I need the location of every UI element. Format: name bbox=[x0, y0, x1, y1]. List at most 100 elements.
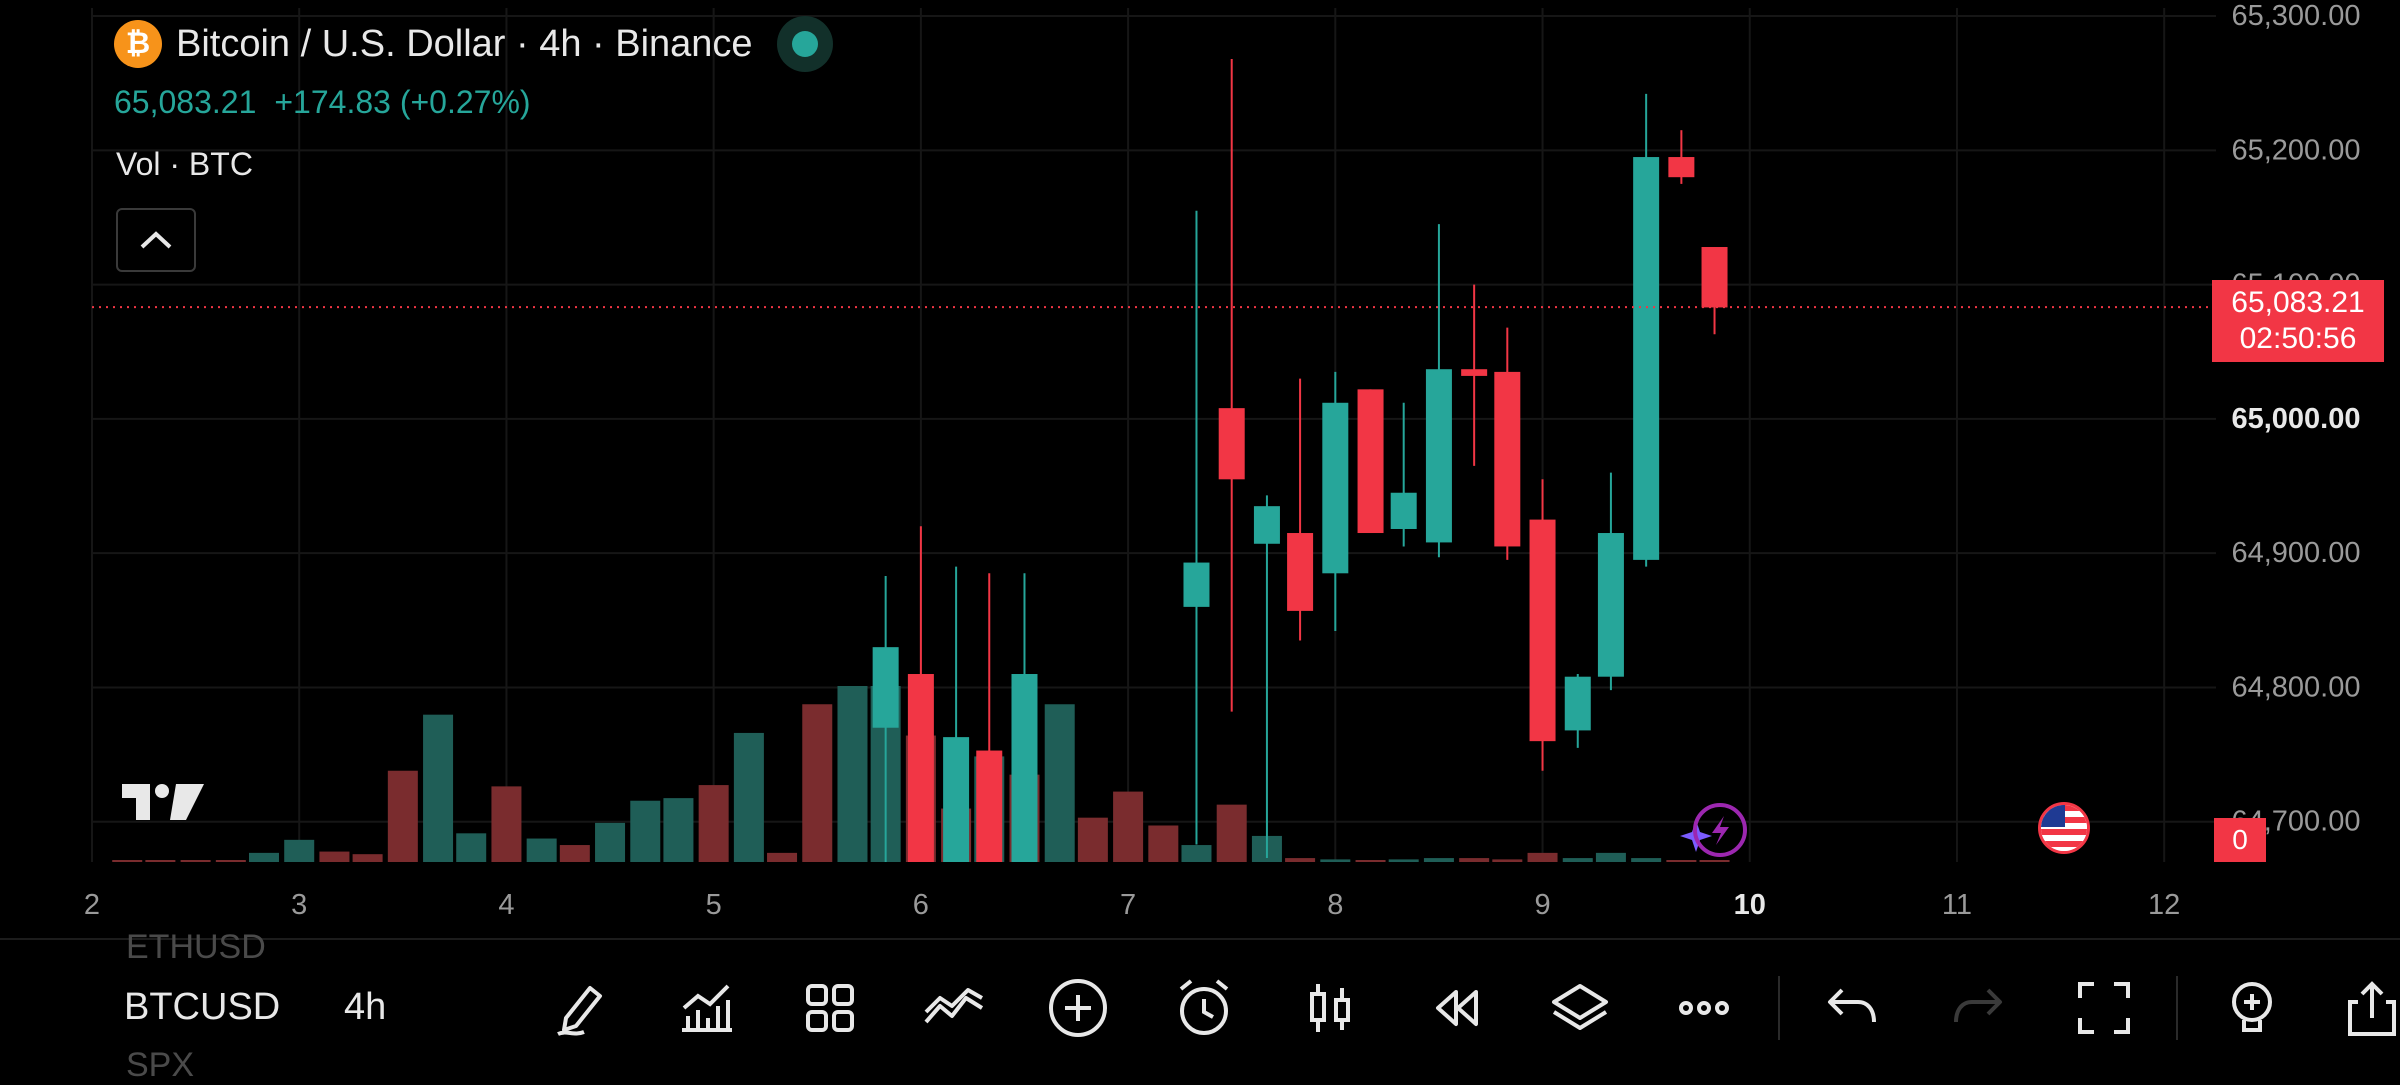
volume-bar bbox=[145, 860, 176, 862]
share-icon bbox=[2348, 981, 2396, 1036]
price-label: 64,800.00 bbox=[2231, 671, 2360, 703]
price-tag: 65,083.21 02:50:56 bbox=[2212, 280, 2384, 362]
volume-bar bbox=[630, 800, 661, 862]
chart-canvas[interactable]: 65,300.0065,200.0065,100.0065,000.0064,9… bbox=[0, 0, 2400, 938]
pencil-icon bbox=[557, 986, 602, 1036]
alert-button[interactable] bbox=[1172, 976, 1236, 1040]
layouts-button[interactable] bbox=[798, 976, 862, 1040]
volume-bar bbox=[319, 851, 350, 862]
volume-bar bbox=[1113, 791, 1144, 862]
candle-body bbox=[943, 737, 970, 862]
candle-body bbox=[1597, 533, 1624, 677]
indicators-button[interactable] bbox=[674, 976, 738, 1040]
candle-body bbox=[1357, 389, 1384, 534]
volume-bar bbox=[663, 798, 694, 862]
candle-body bbox=[1253, 506, 1280, 544]
volume-bar bbox=[1044, 704, 1075, 862]
volume-bar bbox=[802, 704, 833, 862]
replay-icon bbox=[1436, 990, 1478, 1026]
price-axis: 65,300.0065,200.0065,100.0065,000.0064,9… bbox=[2231, 0, 2360, 838]
date-label: 2 bbox=[84, 889, 100, 921]
object-tree-button[interactable] bbox=[1548, 976, 1612, 1040]
interval-selector[interactable]: 4h bbox=[344, 986, 387, 1028]
redo-button[interactable] bbox=[1946, 976, 2010, 1040]
candle-body bbox=[1564, 676, 1591, 731]
last-price: 65,083.21 bbox=[114, 84, 257, 120]
lightbulb-icon bbox=[2232, 982, 2272, 1032]
date-label: 12 bbox=[2148, 889, 2180, 921]
symbol-selector[interactable]: BTCUSD bbox=[124, 986, 281, 1028]
symbol-title[interactable]: Bitcoin / U.S. Dollar · 4h · Binance bbox=[176, 22, 753, 65]
chart-type-button[interactable] bbox=[1298, 976, 1362, 1040]
fullscreen-button[interactable] bbox=[2072, 976, 2136, 1040]
alarm-icon bbox=[1179, 979, 1229, 1035]
candle-type-icon bbox=[1310, 984, 1350, 1032]
redo-icon bbox=[1954, 988, 2002, 1023]
volume-bar bbox=[559, 845, 590, 862]
volume-bar bbox=[1492, 859, 1523, 862]
volume-bar bbox=[1459, 858, 1490, 862]
candle-body bbox=[1011, 674, 1038, 862]
more-button[interactable] bbox=[1672, 976, 1736, 1040]
tradingview-logo-icon[interactable] bbox=[122, 784, 204, 824]
chevron-up-icon bbox=[140, 231, 172, 249]
symbol-list-next[interactable]: SPX bbox=[126, 1046, 195, 1084]
market-open-indicator[interactable] bbox=[776, 16, 833, 72]
candle-body bbox=[1529, 519, 1556, 742]
candle-body bbox=[976, 750, 1003, 862]
toolbar-divider bbox=[1778, 976, 1780, 1040]
volume-value-badge: 0 bbox=[2214, 818, 2266, 862]
date-label: 11 bbox=[1942, 889, 1972, 921]
add-button[interactable] bbox=[1046, 976, 1110, 1040]
volume-bar bbox=[491, 786, 522, 862]
share-button[interactable] bbox=[2340, 976, 2400, 1040]
volume-bar bbox=[1355, 860, 1386, 862]
date-label: 9 bbox=[1534, 889, 1550, 921]
date-label: 10 bbox=[1734, 889, 1766, 921]
collapse-legend-button[interactable] bbox=[116, 208, 196, 272]
replay-button[interactable] bbox=[1424, 976, 1488, 1040]
candle-body bbox=[872, 647, 899, 728]
volume-bar bbox=[837, 686, 868, 862]
candles bbox=[1183, 59, 1728, 858]
volume-bar bbox=[112, 860, 143, 862]
volume-bar bbox=[767, 852, 798, 862]
date-label: 4 bbox=[498, 889, 514, 921]
candle-body bbox=[1322, 402, 1349, 574]
plus-circle-icon bbox=[1049, 979, 1107, 1037]
bitcoin-logo-icon: ₿ bbox=[114, 20, 162, 68]
volume-bar bbox=[1148, 825, 1179, 862]
compare-button[interactable] bbox=[922, 976, 986, 1040]
ai-assistant-icon[interactable] bbox=[1676, 800, 1750, 858]
price-label: 64,900.00 bbox=[2231, 537, 2360, 569]
date-label: 6 bbox=[913, 889, 929, 921]
volume-bar bbox=[1562, 858, 1593, 862]
symbol-list-previous[interactable]: ETHUSD bbox=[126, 928, 266, 966]
price-label: 65,200.00 bbox=[2231, 134, 2360, 166]
fullscreen-icon bbox=[2078, 982, 2130, 1034]
ideas-button[interactable] bbox=[2220, 976, 2284, 1040]
volume-bar bbox=[352, 854, 383, 862]
economic-event-flag-icon[interactable] bbox=[2038, 802, 2090, 854]
volume-bar bbox=[423, 714, 454, 862]
undo-button[interactable] bbox=[1820, 976, 1884, 1040]
volume-bar bbox=[248, 852, 279, 862]
candle-body bbox=[1494, 371, 1521, 547]
volume-legend[interactable]: Vol · BTC bbox=[116, 146, 253, 182]
candle-body bbox=[1390, 492, 1417, 529]
chart-grid bbox=[91, 8, 2216, 862]
price-row: 65,083.21 +174.83 (+0.27%) bbox=[114, 84, 531, 121]
volume-bar bbox=[215, 860, 246, 862]
candle-body bbox=[1701, 247, 1728, 308]
candle-body bbox=[1218, 408, 1245, 480]
symbol-header[interactable]: ₿ Bitcoin / U.S. Dollar · 4h · Binance bbox=[114, 16, 833, 72]
toolbar-divider bbox=[2176, 976, 2178, 1040]
price-label: 65,000.00 bbox=[2231, 403, 2360, 435]
drawing-tools-button[interactable] bbox=[550, 976, 614, 1040]
date-label: 3 bbox=[291, 889, 307, 921]
more-icon bbox=[1679, 1001, 1729, 1015]
layers-icon bbox=[1552, 984, 1608, 1030]
price-label: 65,300.00 bbox=[2231, 0, 2360, 32]
status-dot-icon bbox=[791, 31, 818, 57]
volume-bar bbox=[1423, 858, 1454, 862]
